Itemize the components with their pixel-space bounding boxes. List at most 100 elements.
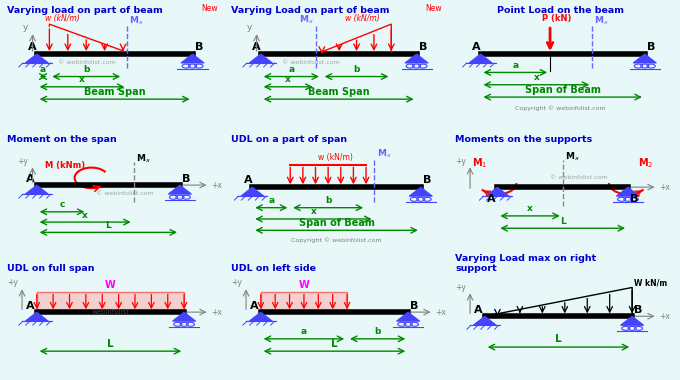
Polygon shape (409, 187, 432, 196)
Text: Beam Span: Beam Span (308, 87, 369, 97)
Text: B: B (194, 42, 203, 52)
Polygon shape (486, 187, 509, 196)
Text: x: x (79, 75, 85, 84)
Polygon shape (633, 54, 656, 63)
Text: L: L (331, 339, 338, 348)
Text: +x: +x (211, 308, 222, 317)
Polygon shape (25, 185, 48, 194)
Text: © webinfolist.com: © webinfolist.com (282, 60, 340, 65)
Text: B: B (182, 174, 190, 184)
Text: +x: +x (211, 180, 222, 190)
Text: +y: +y (7, 279, 18, 287)
Polygon shape (249, 312, 273, 321)
Text: +x: +x (660, 183, 670, 192)
Text: Span of Beam: Span of Beam (525, 84, 600, 95)
Polygon shape (37, 291, 184, 312)
Polygon shape (261, 291, 347, 312)
Text: +y: +y (231, 279, 242, 287)
Text: w (kN/m): w (kN/m) (318, 154, 352, 162)
Text: a: a (512, 61, 518, 70)
Polygon shape (621, 316, 644, 325)
Text: w (kN/m): w (kN/m) (45, 14, 80, 23)
Text: M$_x$: M$_x$ (129, 14, 144, 27)
Text: L: L (107, 339, 114, 348)
Text: A: A (29, 42, 37, 52)
Text: M$_1$: M$_1$ (472, 157, 488, 170)
Text: © webinfolist.com: © webinfolist.com (550, 175, 608, 180)
Text: B: B (410, 301, 419, 311)
Text: A: A (27, 301, 35, 311)
Text: b: b (83, 65, 89, 74)
Polygon shape (169, 185, 192, 194)
Text: y: y (247, 23, 252, 32)
Text: UDL on a part of span: UDL on a part of span (231, 135, 347, 144)
Text: © webinfolist.com: © webinfolist.com (96, 192, 154, 196)
Text: M$_x$: M$_x$ (136, 152, 150, 165)
Text: New: New (425, 4, 442, 13)
Text: +y: +y (455, 282, 466, 291)
Text: W: W (299, 280, 309, 290)
Text: a: a (288, 65, 294, 74)
Text: a: a (40, 65, 46, 74)
Text: +y: +y (18, 157, 29, 166)
Text: M$_x$: M$_x$ (377, 147, 392, 160)
Text: A: A (472, 42, 481, 52)
Polygon shape (241, 187, 264, 196)
Text: UDL on full span: UDL on full span (7, 264, 95, 273)
Text: © webinfolist.com: © webinfolist.com (58, 60, 116, 65)
Text: b: b (354, 65, 360, 74)
Text: B: B (419, 42, 427, 52)
Text: Copyright © webinfolist.com: Copyright © webinfolist.com (515, 106, 606, 111)
Text: B: B (630, 193, 639, 204)
Text: A: A (474, 305, 483, 315)
Text: W kN/m: W kN/m (634, 279, 668, 287)
Text: Varying load on part of beam: Varying load on part of beam (7, 6, 163, 15)
Text: B: B (647, 42, 656, 52)
Text: M$_2$: M$_2$ (639, 157, 654, 170)
Text: New: New (201, 4, 218, 13)
Polygon shape (473, 316, 496, 325)
Text: M$_x$: M$_x$ (299, 13, 313, 25)
Text: L: L (560, 217, 566, 226)
Title: Point Load on the beam: Point Load on the beam (497, 6, 624, 15)
Text: w (kN/m): w (kN/m) (345, 14, 379, 23)
Text: B: B (423, 175, 431, 185)
Polygon shape (25, 312, 48, 321)
Text: x: x (286, 75, 291, 84)
Text: b: b (375, 327, 381, 336)
Polygon shape (405, 54, 428, 63)
Text: A: A (252, 42, 261, 52)
Text: B: B (634, 305, 643, 315)
Polygon shape (616, 187, 639, 196)
Text: x: x (82, 211, 88, 220)
Polygon shape (173, 312, 196, 321)
Text: b: b (325, 196, 331, 205)
Text: Span of Beam: Span of Beam (299, 218, 375, 228)
Text: A: A (27, 174, 35, 184)
Text: A: A (487, 193, 496, 204)
Text: W: W (105, 280, 116, 290)
Polygon shape (25, 54, 48, 63)
Text: UDL on left side: UDL on left side (231, 264, 316, 273)
Text: webinfolist: webinfolist (91, 309, 129, 315)
Text: y: y (23, 23, 29, 32)
Text: x: x (311, 207, 316, 217)
Text: Moments on the supports: Moments on the supports (456, 135, 592, 144)
Text: +x: +x (660, 312, 670, 321)
Text: A: A (250, 301, 259, 311)
Text: L: L (105, 221, 112, 230)
Text: A: A (244, 175, 252, 185)
Text: M$_x$: M$_x$ (565, 150, 579, 163)
Polygon shape (249, 54, 273, 63)
Text: Beam Span: Beam Span (84, 87, 146, 97)
Text: +y: +y (455, 157, 466, 166)
Text: x: x (534, 73, 539, 82)
Polygon shape (396, 312, 420, 321)
Text: a: a (268, 196, 274, 205)
Text: x: x (527, 204, 533, 213)
Text: P (kN): P (kN) (542, 14, 571, 23)
Text: M (kNm): M (kNm) (45, 161, 85, 169)
Text: c: c (59, 200, 65, 209)
Polygon shape (469, 54, 492, 63)
Text: Varying Load max on right
support: Varying Load max on right support (456, 254, 596, 273)
